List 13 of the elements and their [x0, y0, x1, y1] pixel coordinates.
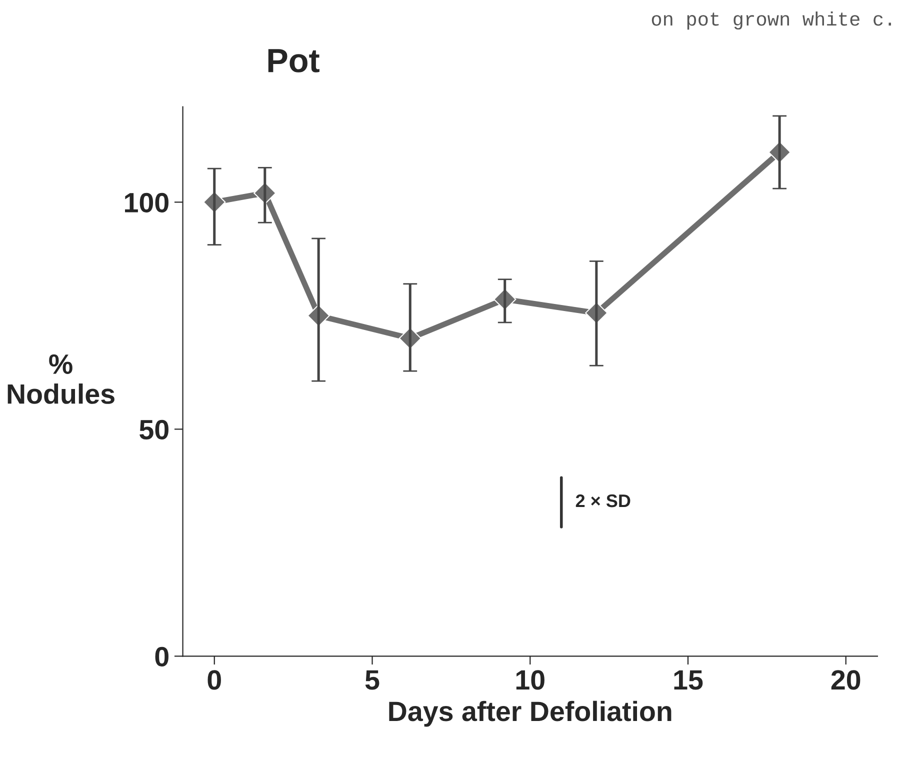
- x-tick-label: 5: [365, 670, 380, 690]
- annotation: 2 × SD: [576, 494, 630, 508]
- y-tick-label: 100: [125, 192, 168, 212]
- y-axis-title: % Nodules: [8, 354, 114, 404]
- y-tick-label: 0: [155, 646, 168, 667]
- x-tick-label: 15: [674, 670, 703, 690]
- y-tick-label: 50: [140, 420, 168, 440]
- text: on pot grown white c.: [652, 11, 891, 30]
- chart-title: Pot: [268, 49, 320, 72]
- x-tick-label: 20: [831, 670, 860, 690]
- x-tick-label: 0: [208, 670, 221, 690]
- x-tick-label: 10: [516, 670, 544, 690]
- x-axis-title: Days after Defoliation: [389, 700, 672, 727]
